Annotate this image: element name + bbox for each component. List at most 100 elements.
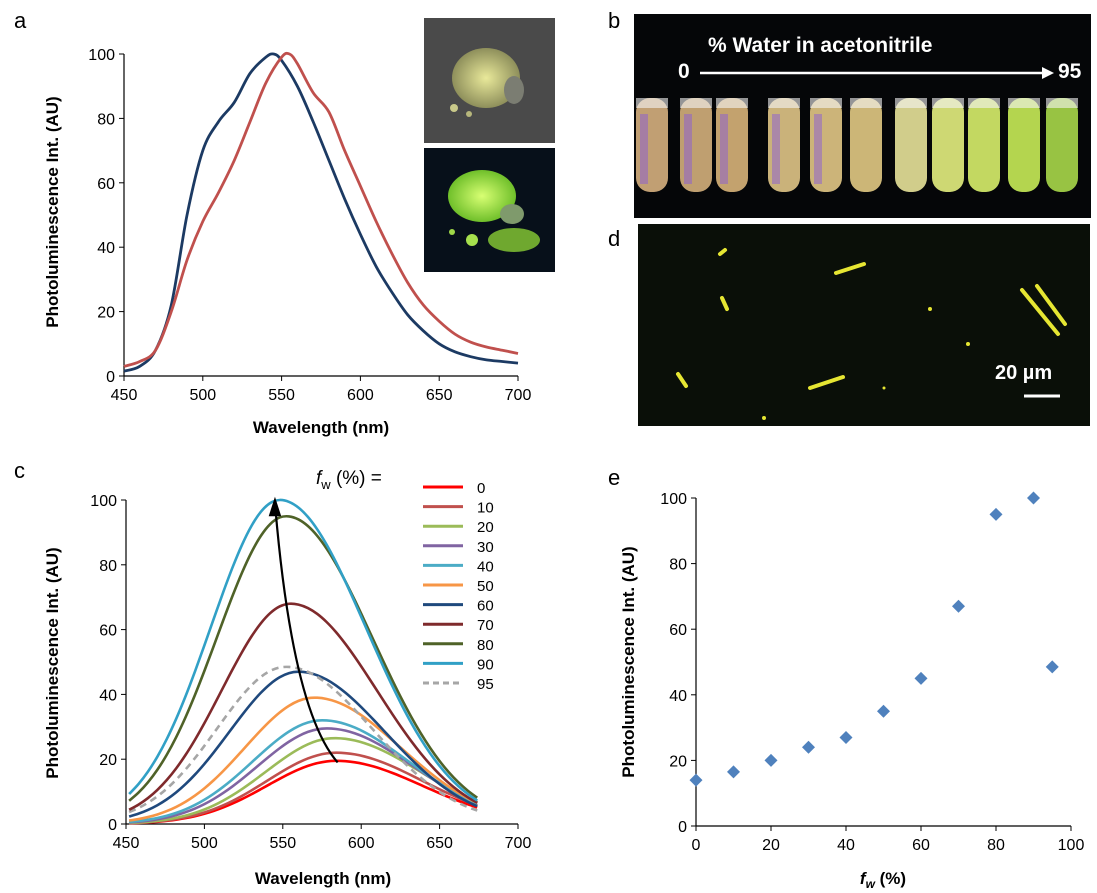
chart-c-legend-label: 50 [477,578,494,595]
chart-c-y-tick-label: 100 [90,493,117,510]
powder-daylight-photo [424,18,555,143]
chart-e-y-tick-label: 60 [669,622,687,639]
chart-e-data-point [839,730,853,744]
chart-e-y-tick-label: 20 [669,753,687,770]
chart-c-series-line-95 [128,665,478,814]
chart-e-x-title: fw (%) [860,869,906,891]
chart-c-legend-label: 70 [477,617,494,634]
chart-a-series-line-0 [123,52,519,373]
chart-e-data-point [877,704,890,718]
chart-c-x-tick-label: 550 [269,835,296,852]
chart-e-y-title: Photoluminescence Int. (AU) [619,546,638,777]
scale-bar-label: 20 µm [995,362,1053,384]
chart-e-y-tick-label: 80 [669,557,687,574]
vial-reflection [684,114,692,184]
chart-e-data-point [1027,491,1040,505]
vial-reflection [814,114,822,184]
chart-c-y-tick-label: 20 [99,752,117,769]
panel-label-a: a [14,8,27,33]
chart-c-legend-label: 90 [477,656,494,673]
chart-c-legend-label: 40 [477,558,494,575]
chart-e-x-tick-label: 20 [762,837,780,854]
vial [850,98,882,192]
chart-c-y-title: Photoluminescence Int. (AU) [43,547,62,778]
chart-c-y-tick-label: 60 [99,623,117,640]
chart-e: 0 20 40 60 80 100 0 20 40 60 80 100 fw (%) Photolumin… [619,491,1085,891]
vial [968,98,1000,192]
vial-rim [636,98,668,108]
chart-c-legend-label: 60 [477,598,494,615]
chart-c-trend-arrowhead [268,496,282,517]
chart-c-legend-label: 80 [477,637,494,654]
panel-label-c: c [14,458,25,483]
chart-c-series-line-10 [129,751,478,825]
panel-label-d: d [608,226,621,251]
chart-c-x-tick-label: 600 [348,835,375,852]
chart-c-x-tick-label: 500 [191,835,218,852]
powder-uv-photo [424,148,555,272]
chart-c-trend-arrow [273,503,339,764]
chart-c-x-tick-label: 700 [505,835,532,852]
chart-e-data-point [914,671,928,685]
vial [932,98,964,192]
chart-c-legend-label: 20 [477,519,494,536]
vial-rim [932,98,964,108]
chart-c-legend-label: 30 [477,539,494,556]
chart-c-series-line-70 [128,602,478,811]
chart-a-x-tick-label: 550 [268,387,295,404]
chart-a-x-tick-label: 450 [111,387,138,404]
chart-c-x-tick-label: 650 [426,835,453,852]
chart-c-series-line-60 [128,670,478,818]
chart-c-y-tick-label: 40 [99,687,117,704]
chart-e-data-point [764,753,778,767]
chart-c-series-line-40 [129,719,478,824]
microscopy-photo: 20 µm [638,224,1090,426]
chart-a-y-tick-label: 20 [97,305,115,322]
chart-e-data-point [1045,660,1059,674]
vial-rim [895,98,927,108]
chart-c-legend-label: 10 [477,500,494,517]
panel-label-e: e [608,465,621,490]
vial-rim [768,98,800,108]
chart-a-x-tick-label: 650 [426,387,453,404]
chart-c-legend-title: fw (%) = [316,468,382,492]
chart-a-y-tick-label: 0 [106,369,115,386]
vial-rim [810,98,842,108]
chart-e-x-tick-label: 40 [837,837,855,854]
chart-a-y-tick-label: 100 [88,47,115,64]
vial-rim [1046,98,1078,108]
chart-c-series-line-80 [128,514,479,802]
chart-e-y-tick-label: 100 [660,491,687,508]
chart-c-legend-label: 95 [477,676,494,693]
chart-e-x-tick-label: 60 [912,837,930,854]
chart-c-series-line-50 [128,696,478,822]
chart-e-data-point [989,507,1003,521]
vial-rim [680,98,712,108]
vial-reflection [720,114,728,184]
chart-a-x-tick-label: 600 [347,387,374,404]
chart-a-x-tick-label: 700 [505,387,532,404]
vials-title: % Water in acetonitrile [708,34,933,57]
chart-a-series-line-1 [123,51,519,368]
vial [895,98,927,192]
chart-c-x-title: Wavelength (nm) [255,869,391,888]
vial-rim [968,98,1000,108]
panel-label-b: b [608,8,621,33]
chart-c-y-tick-label: 0 [108,817,117,834]
chart-e-x-tick-label: 0 [692,837,701,854]
chart-e-x-tick-label: 100 [1058,837,1085,854]
chart-a: 450 500 550 600 650 700 0 20 40 60 80 100 Wavelength… [43,47,532,437]
chart-c-legend-label: 0 [477,480,485,497]
vials-end-label: 95 [1058,60,1082,83]
vials-photo: % Water in acetonitrile 0 95 [634,14,1091,218]
vial [1008,98,1040,192]
chart-a-y-tick-label: 40 [97,240,115,257]
chart-a-y-title: Photoluminescence Int. (AU) [43,96,62,327]
vials-start-label: 0 [678,60,690,83]
chart-e-data-point [952,599,965,613]
chart-e-data-point [802,740,815,754]
chart-e-y-tick-label: 40 [669,688,687,705]
chart-c-y-tick-label: 80 [99,558,117,575]
vial-rim [1008,98,1040,108]
chart-a-y-tick-label: 60 [97,176,115,193]
